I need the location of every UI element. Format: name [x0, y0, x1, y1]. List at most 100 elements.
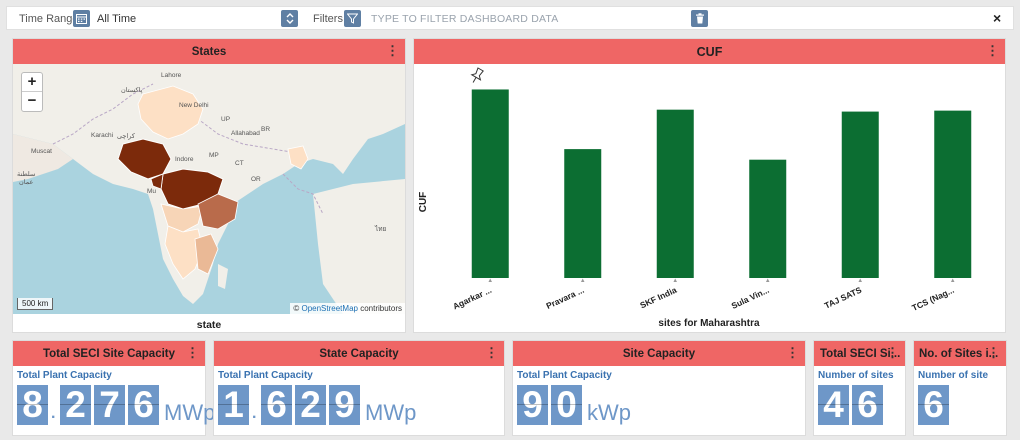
- tile-title: Total SECI Si...: [820, 347, 901, 360]
- map-label: Karachi: [91, 132, 114, 139]
- map-caption: state: [196, 319, 222, 331]
- sort-toggle-icon[interactable]: [281, 10, 298, 27]
- map-label: MP: [209, 152, 219, 159]
- y-axis-label: CUF: [418, 192, 429, 213]
- tile-title: Site Capacity: [622, 347, 696, 360]
- tile-header: Total SECI Si... ⋮: [814, 341, 905, 366]
- tick-mark: ▲: [487, 278, 493, 284]
- map-label: سلطنة: [17, 171, 36, 178]
- cuf-bar[interactable]: [749, 159, 787, 278]
- cuf-bar[interactable]: [564, 149, 602, 278]
- trash-icon[interactable]: [691, 10, 708, 27]
- x-tick-label: Sula Vin...: [730, 285, 771, 311]
- digit-cell: 0: [551, 384, 582, 425]
- digit-cell: 6: [852, 384, 883, 425]
- states-panel: States ⋮ Lahore پاکستان New: [12, 38, 406, 333]
- tile-subtitle: Number of site: [918, 370, 989, 381]
- filters-label: Filters:: [313, 13, 346, 25]
- tile-title: No. of Sites i...: [919, 347, 999, 360]
- tile-subtitle: Number of sites: [818, 370, 894, 381]
- map-label: Mu: [147, 188, 157, 195]
- more-menu-icon[interactable]: ⋮: [987, 345, 1000, 360]
- digit-cell: 1: [218, 384, 249, 425]
- attribution-link[interactable]: OpenStreetMap: [301, 304, 358, 313]
- states-map[interactable]: Lahore پاکستان New Delhi UP Karachi کراچ…: [13, 64, 405, 314]
- more-menu-icon[interactable]: ⋮: [786, 345, 799, 360]
- tile-header: Total SECI Site Capacity ⋮: [13, 341, 205, 366]
- decimal-point: .: [252, 405, 257, 422]
- digit-cell: 8: [17, 384, 48, 425]
- cuf-bar[interactable]: [934, 110, 972, 278]
- map-scale: 500 km: [17, 298, 54, 310]
- map-label: CT: [235, 160, 244, 167]
- tile-subtitle: Total Plant Capacity: [517, 370, 612, 381]
- tick-mark: ▲: [672, 278, 678, 284]
- map-label: Allahabad: [231, 130, 260, 137]
- digit-cell: 7: [94, 384, 125, 425]
- digit-display: 1. 6 2 9 MWp: [218, 384, 417, 425]
- map-label: عمان: [19, 179, 34, 186]
- digit-cell: 2: [295, 384, 326, 425]
- calendar-icon[interactable]: [73, 10, 90, 27]
- attribution-prefix: ©: [293, 304, 300, 313]
- map-label: Lahore: [161, 72, 182, 79]
- states-panel-header: States ⋮: [13, 39, 405, 64]
- filter-bar: Time Range: All Time Filters: TYPE TO FI…: [6, 6, 1014, 30]
- digit-cell: 9: [517, 384, 548, 425]
- cuf-bar[interactable]: [471, 89, 509, 278]
- close-icon[interactable]: ×: [993, 10, 1002, 26]
- zoom-in-button[interactable]: +: [22, 73, 42, 92]
- x-tick-label: SKF India: [638, 285, 678, 311]
- decimal-point: .: [51, 405, 56, 422]
- x-axis-label: sites for Maharashtra: [658, 318, 760, 329]
- x-tick-label: Pravara ...: [545, 285, 586, 311]
- kpi-tile-total-seci-site-capacity: Total SECI Site Capacity ⋮ Total Plant C…: [12, 340, 215, 436]
- tile-subtitle: Total Plant Capacity: [17, 370, 112, 381]
- tile-header: State Capacity ⋮: [214, 341, 504, 366]
- map-label: Indore: [175, 156, 194, 163]
- digit-display: 6: [918, 384, 952, 425]
- digit-cell: 4: [818, 384, 849, 425]
- kpi-tile-no-of-sites: No. of Sites i... ⋮ Number of site 6: [913, 340, 1007, 436]
- more-menu-icon[interactable]: ⋮: [886, 345, 899, 360]
- map-label: ไทย: [375, 226, 387, 233]
- more-menu-icon[interactable]: ⋮: [186, 345, 199, 360]
- cuf-panel-header: CUF ⋮: [414, 39, 1005, 64]
- x-tick-label: TCS (Nag...: [910, 285, 955, 313]
- more-menu-icon[interactable]: ⋮: [386, 43, 399, 58]
- map-label: UP: [221, 116, 231, 123]
- x-tick-labels: ▲Agarkar ...▲Pravara ...▲SKF India▲Sula …: [451, 278, 956, 313]
- tile-title: State Capacity: [319, 347, 399, 360]
- tile-header: No. of Sites i... ⋮: [914, 341, 1006, 366]
- kpi-tile-state-capacity: State Capacity ⋮ Total Plant Capacity 1.…: [213, 340, 505, 436]
- digit-display: 9 0 kWp: [517, 384, 631, 425]
- bar-series: [471, 89, 972, 278]
- filter-input[interactable]: TYPE TO FILTER DASHBOARD DATA: [371, 13, 559, 25]
- time-range-label: Time Range:: [19, 13, 82, 25]
- map-graphic: [13, 64, 405, 314]
- more-menu-icon[interactable]: ⋮: [485, 345, 498, 360]
- tick-mark: ▲: [857, 278, 863, 284]
- tick-mark: ▲: [580, 278, 586, 284]
- map-label: BR: [261, 126, 271, 133]
- cuf-bar[interactable]: [841, 111, 879, 278]
- cuf-bar[interactable]: [656, 109, 694, 278]
- digit-cell: 6: [128, 384, 159, 425]
- time-range-select[interactable]: All Time: [97, 13, 137, 25]
- map-label: پاکستان: [121, 87, 143, 94]
- x-tick-label: TAJ SATS: [823, 285, 864, 311]
- map-label: New Delhi: [179, 102, 209, 109]
- pin-icon[interactable]: [469, 67, 485, 85]
- cuf-bar-chart: CUF sites for Maharashtra ▲Agarkar ...▲P…: [418, 67, 972, 329]
- zoom-out-button[interactable]: −: [27, 92, 37, 109]
- digit-cell: 9: [329, 384, 360, 425]
- filter-icon[interactable]: [344, 10, 361, 27]
- map-attribution: © OpenStreetMap contributors: [290, 303, 405, 314]
- attribution-suffix: contributors: [360, 304, 402, 313]
- tile-title: Total SECI Site Capacity: [42, 347, 176, 360]
- unit-label: MWp: [365, 400, 417, 425]
- more-menu-icon[interactable]: ⋮: [986, 43, 999, 58]
